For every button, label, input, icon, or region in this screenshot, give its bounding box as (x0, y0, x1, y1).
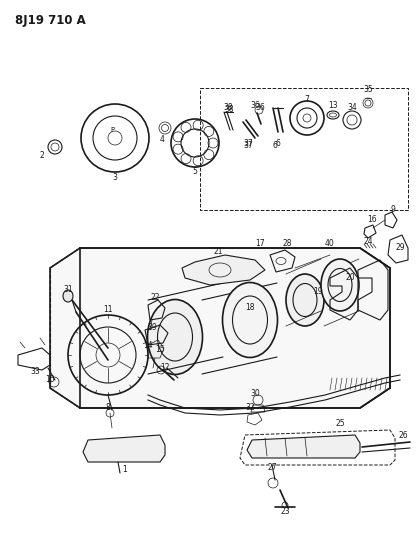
Text: 1: 1 (123, 465, 127, 474)
Text: 28: 28 (282, 238, 292, 247)
Text: 11: 11 (103, 305, 113, 314)
Text: 36: 36 (250, 101, 260, 109)
Text: 10: 10 (45, 376, 55, 384)
Text: 22: 22 (150, 294, 160, 303)
Text: 7: 7 (305, 95, 310, 104)
Text: 32: 32 (245, 403, 255, 413)
Text: 30: 30 (250, 389, 260, 398)
Text: 8: 8 (106, 403, 110, 413)
Text: 36: 36 (255, 103, 265, 112)
Ellipse shape (286, 274, 324, 326)
Text: P: P (110, 127, 114, 133)
Text: 21: 21 (213, 247, 223, 256)
Polygon shape (50, 248, 390, 408)
Text: 35: 35 (363, 85, 373, 94)
Text: 6: 6 (272, 141, 277, 149)
Text: 2: 2 (40, 150, 45, 159)
Text: 6: 6 (275, 139, 280, 148)
Text: 33: 33 (30, 367, 40, 376)
Text: 24: 24 (363, 238, 373, 246)
Text: 9: 9 (391, 206, 396, 214)
Text: 14: 14 (143, 341, 153, 350)
Text: 23: 23 (280, 507, 290, 516)
Text: 37: 37 (243, 141, 253, 149)
Text: 25: 25 (335, 418, 345, 427)
Text: 37: 37 (243, 139, 253, 148)
Text: 26: 26 (398, 431, 408, 440)
Text: 5: 5 (193, 167, 198, 176)
Text: 16: 16 (367, 215, 377, 224)
Text: 27: 27 (267, 464, 277, 472)
Text: 34: 34 (347, 103, 357, 112)
Text: 8J19 710 A: 8J19 710 A (15, 14, 86, 27)
Text: 18: 18 (245, 303, 255, 312)
Text: 4: 4 (160, 135, 164, 144)
Polygon shape (182, 255, 265, 285)
Text: 40: 40 (325, 238, 335, 247)
Text: 15: 15 (155, 345, 165, 354)
Ellipse shape (321, 259, 359, 311)
Ellipse shape (63, 290, 73, 302)
Polygon shape (83, 435, 165, 462)
Text: 13: 13 (328, 101, 338, 109)
Text: 39: 39 (147, 324, 157, 333)
Text: 38: 38 (223, 102, 233, 111)
Text: 31: 31 (63, 286, 73, 295)
Text: 17: 17 (255, 238, 265, 247)
Text: 12: 12 (160, 364, 170, 373)
Ellipse shape (223, 282, 277, 358)
Text: 29: 29 (395, 244, 405, 253)
Text: 19: 19 (313, 287, 323, 296)
Text: 38: 38 (224, 106, 234, 115)
Polygon shape (247, 435, 360, 458)
Text: 3: 3 (113, 174, 117, 182)
Text: 20: 20 (345, 272, 355, 281)
Ellipse shape (148, 300, 203, 375)
